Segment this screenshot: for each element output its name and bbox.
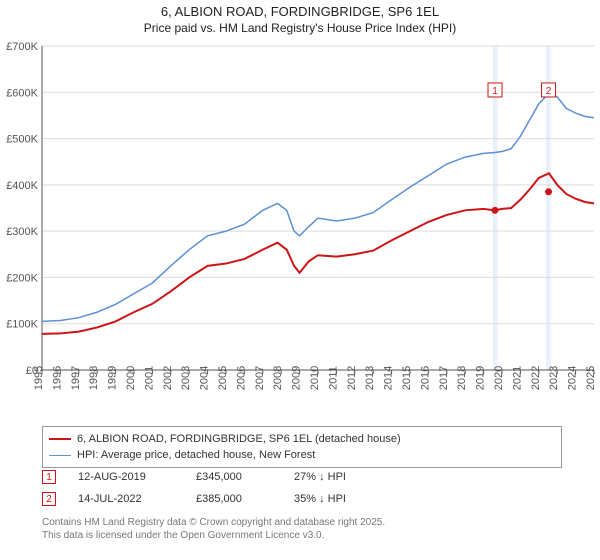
event-diff: 27% ↓ HPI xyxy=(294,471,374,483)
x-tick-label: 2011 xyxy=(327,366,339,390)
x-tick-label: 2006 xyxy=(235,366,247,390)
x-tick-label: 2000 xyxy=(125,366,137,390)
x-tick-label: 1998 xyxy=(88,366,100,390)
x-tick-label: 2009 xyxy=(291,366,303,390)
legend-row: HPI: Average price, detached house, New … xyxy=(49,447,555,463)
x-tick-label: 2013 xyxy=(364,366,376,390)
event-price: £345,000 xyxy=(196,471,276,483)
event-marker-icon: 1 xyxy=(42,470,56,484)
x-tick-label: 2002 xyxy=(162,366,174,390)
y-tick-label: £400K xyxy=(6,180,38,192)
x-tick-label: 2003 xyxy=(180,366,192,390)
event-row: 1 12-AUG-2019 £345,000 27% ↓ HPI xyxy=(42,466,374,488)
x-tick-label: 2022 xyxy=(530,366,542,390)
event-marker-label: 2 xyxy=(546,86,552,97)
chart-area: £0£100K£200K£300K£400K£500K£600K£700K199… xyxy=(0,40,600,420)
events-table: 1 12-AUG-2019 £345,000 27% ↓ HPI 2 14-JUL-202… xyxy=(42,466,374,510)
x-tick-label: 2007 xyxy=(254,366,266,390)
y-tick-label: £200K xyxy=(6,272,38,284)
legend-label: 6, ALBION ROAD, FORDINGBRIDGE, SP6 1EL (… xyxy=(77,433,401,445)
x-tick-label: 2018 xyxy=(456,366,468,390)
chart-subtitle: Price paid vs. HM Land Registry's House … xyxy=(0,21,600,35)
event-date: 12-AUG-2019 xyxy=(78,471,178,483)
event-point xyxy=(545,188,552,195)
event-row: 2 14-JUL-2022 £385,000 35% ↓ HPI xyxy=(42,488,374,510)
footer-line: Contains HM Land Registry data © Crown c… xyxy=(42,516,385,529)
legend-row: 6, ALBION ROAD, FORDINGBRIDGE, SP6 1EL (… xyxy=(49,431,555,447)
legend-swatch xyxy=(49,455,71,456)
chart-container: 6, ALBION ROAD, FORDINGBRIDGE, SP6 1EL P… xyxy=(0,0,600,560)
y-tick-label: £100K xyxy=(6,319,38,331)
x-tick-label: 2016 xyxy=(419,366,431,390)
y-tick-label: £500K xyxy=(6,134,38,146)
x-tick-label: 2025 xyxy=(585,366,597,390)
event-point xyxy=(492,207,499,214)
x-tick-label: 2019 xyxy=(475,366,487,390)
x-tick-label: 1999 xyxy=(107,366,119,390)
y-tick-label: £700K xyxy=(6,41,38,53)
x-tick-label: 2024 xyxy=(567,366,579,390)
footer-line: This data is licensed under the Open Gov… xyxy=(42,529,385,542)
x-tick-label: 1996 xyxy=(51,366,63,390)
event-diff: 35% ↓ HPI xyxy=(294,493,374,505)
x-tick-label: 2017 xyxy=(438,366,450,390)
legend-swatch xyxy=(49,438,71,440)
event-marker-icon: 2 xyxy=(42,492,56,506)
series-line-price_paid xyxy=(42,173,594,334)
x-tick-label: 2008 xyxy=(272,366,284,390)
x-tick-label: 2012 xyxy=(346,366,358,390)
x-tick-label: 2020 xyxy=(493,366,505,390)
event-marker-label: 1 xyxy=(492,86,498,97)
event-price: £385,000 xyxy=(196,493,276,505)
x-tick-label: 2005 xyxy=(217,366,229,390)
y-tick-label: £600K xyxy=(6,87,38,99)
legend-label: HPI: Average price, detached house, New … xyxy=(77,449,315,461)
x-tick-label: 2021 xyxy=(511,366,523,390)
event-date: 14-JUL-2022 xyxy=(78,493,178,505)
x-tick-label: 2010 xyxy=(309,366,321,390)
y-tick-label: £300K xyxy=(6,226,38,238)
line-chart-svg: £0£100K£200K£300K£400K£500K£600K£700K199… xyxy=(0,40,600,420)
x-tick-label: 1995 xyxy=(33,366,45,390)
x-tick-label: 1997 xyxy=(70,366,82,390)
title-block: 6, ALBION ROAD, FORDINGBRIDGE, SP6 1EL P… xyxy=(0,0,600,35)
x-tick-label: 2014 xyxy=(383,366,395,390)
x-tick-label: 2015 xyxy=(401,366,413,390)
legend-box: 6, ALBION ROAD, FORDINGBRIDGE, SP6 1EL (… xyxy=(42,426,562,468)
chart-title: 6, ALBION ROAD, FORDINGBRIDGE, SP6 1EL xyxy=(0,4,600,19)
x-tick-label: 2023 xyxy=(548,366,560,390)
footer-attribution: Contains HM Land Registry data © Crown c… xyxy=(42,516,385,542)
x-tick-label: 2004 xyxy=(199,366,211,390)
x-tick-label: 2001 xyxy=(143,366,155,390)
